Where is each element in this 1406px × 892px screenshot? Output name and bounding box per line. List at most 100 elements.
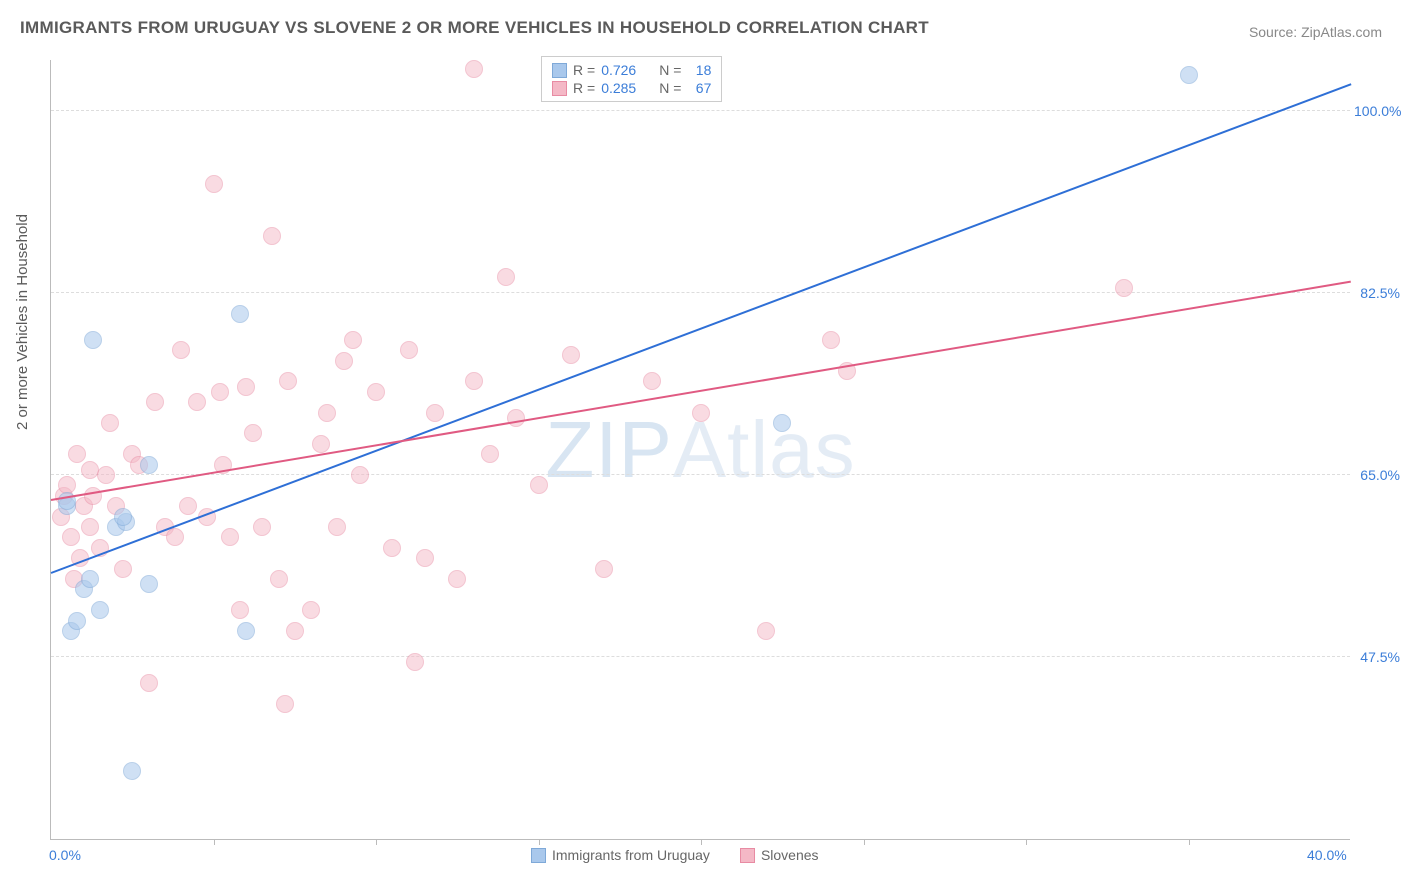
- data-point: [81, 461, 99, 479]
- data-point: [692, 404, 710, 422]
- x-tick: [701, 839, 702, 845]
- data-point: [757, 622, 775, 640]
- data-point: [426, 404, 444, 422]
- legend-n-label: N =: [659, 62, 681, 78]
- data-point: [205, 175, 223, 193]
- legend-r-label: R =: [573, 62, 595, 78]
- data-point: [84, 331, 102, 349]
- data-point: [406, 653, 424, 671]
- data-point: [253, 518, 271, 536]
- legend-item: Immigrants from Uruguay: [531, 847, 710, 863]
- data-point: [279, 372, 297, 390]
- data-point: [62, 528, 80, 546]
- x-tick-label: 0.0%: [49, 847, 81, 863]
- data-point: [140, 456, 158, 474]
- data-point: [81, 518, 99, 536]
- trend-line: [51, 83, 1352, 574]
- data-point: [302, 601, 320, 619]
- data-point: [166, 528, 184, 546]
- legend-series: Immigrants from Uruguay Slovenes: [531, 847, 819, 863]
- data-point: [179, 497, 197, 515]
- data-point: [68, 612, 86, 630]
- data-point: [123, 762, 141, 780]
- data-point: [140, 575, 158, 593]
- data-point: [351, 466, 369, 484]
- data-point: [335, 352, 353, 370]
- y-tick-label: 65.0%: [1354, 467, 1400, 483]
- data-point: [773, 414, 791, 432]
- legend-n-value: 18: [687, 62, 711, 78]
- data-point: [146, 393, 164, 411]
- data-point: [263, 227, 281, 245]
- data-point: [400, 341, 418, 359]
- data-point: [416, 549, 434, 567]
- data-point: [244, 424, 262, 442]
- data-point: [101, 414, 119, 432]
- legend-label: Immigrants from Uruguay: [552, 847, 710, 863]
- data-point: [507, 409, 525, 427]
- data-point: [237, 378, 255, 396]
- legend-label: Slovenes: [761, 847, 819, 863]
- legend-swatch: [552, 81, 567, 96]
- x-tick: [214, 839, 215, 845]
- data-point: [643, 372, 661, 390]
- legend-r-value: 0.285: [601, 80, 645, 96]
- data-point: [328, 518, 346, 536]
- gridline-h: [51, 474, 1350, 475]
- legend-row: R = 0.726 N = 18: [552, 61, 711, 79]
- data-point: [231, 305, 249, 323]
- data-point: [172, 341, 190, 359]
- data-point: [81, 570, 99, 588]
- gridline-h: [51, 110, 1350, 111]
- data-point: [270, 570, 288, 588]
- data-point: [91, 601, 109, 619]
- legend-swatch: [531, 848, 546, 863]
- source-attribution: Source: ZipAtlas.com: [1249, 24, 1382, 40]
- legend-n-label: N =: [659, 80, 681, 96]
- x-tick: [1189, 839, 1190, 845]
- data-point: [286, 622, 304, 640]
- data-point: [497, 268, 515, 286]
- legend-r-label: R =: [573, 80, 595, 96]
- data-point: [448, 570, 466, 588]
- data-point: [344, 331, 362, 349]
- x-tick: [1026, 839, 1027, 845]
- data-point: [318, 404, 336, 422]
- data-point: [595, 560, 613, 578]
- data-point: [481, 445, 499, 463]
- data-point: [383, 539, 401, 557]
- y-tick-label: 82.5%: [1354, 285, 1400, 301]
- legend-row: R = 0.285 N = 67: [552, 79, 711, 97]
- legend-item: Slovenes: [740, 847, 819, 863]
- data-point: [211, 383, 229, 401]
- data-point: [68, 445, 86, 463]
- data-point: [188, 393, 206, 411]
- legend-n-value: 67: [687, 80, 711, 96]
- data-point: [312, 435, 330, 453]
- y-tick-label: 100.0%: [1354, 103, 1400, 119]
- plot-area: ZIPAtlas 47.5%65.0%82.5%100.0%0.0%40.0%R…: [50, 60, 1350, 840]
- data-point: [465, 372, 483, 390]
- data-point: [221, 528, 239, 546]
- data-point: [276, 695, 294, 713]
- data-point: [367, 383, 385, 401]
- data-point: [562, 346, 580, 364]
- data-point: [114, 508, 132, 526]
- chart-container: IMMIGRANTS FROM URUGUAY VS SLOVENE 2 OR …: [0, 0, 1406, 892]
- data-point: [84, 487, 102, 505]
- data-point: [140, 674, 158, 692]
- data-point: [1115, 279, 1133, 297]
- legend-r-value: 0.726: [601, 62, 645, 78]
- data-point: [822, 331, 840, 349]
- data-point: [530, 476, 548, 494]
- y-axis-label: 2 or more Vehicles in Household: [14, 214, 31, 430]
- data-point: [114, 560, 132, 578]
- gridline-h: [51, 292, 1350, 293]
- gridline-h: [51, 656, 1350, 657]
- legend-swatch: [740, 848, 755, 863]
- data-point: [97, 466, 115, 484]
- y-tick-label: 47.5%: [1354, 649, 1400, 665]
- x-tick-label: 40.0%: [1307, 847, 1347, 863]
- data-point: [237, 622, 255, 640]
- x-tick: [539, 839, 540, 845]
